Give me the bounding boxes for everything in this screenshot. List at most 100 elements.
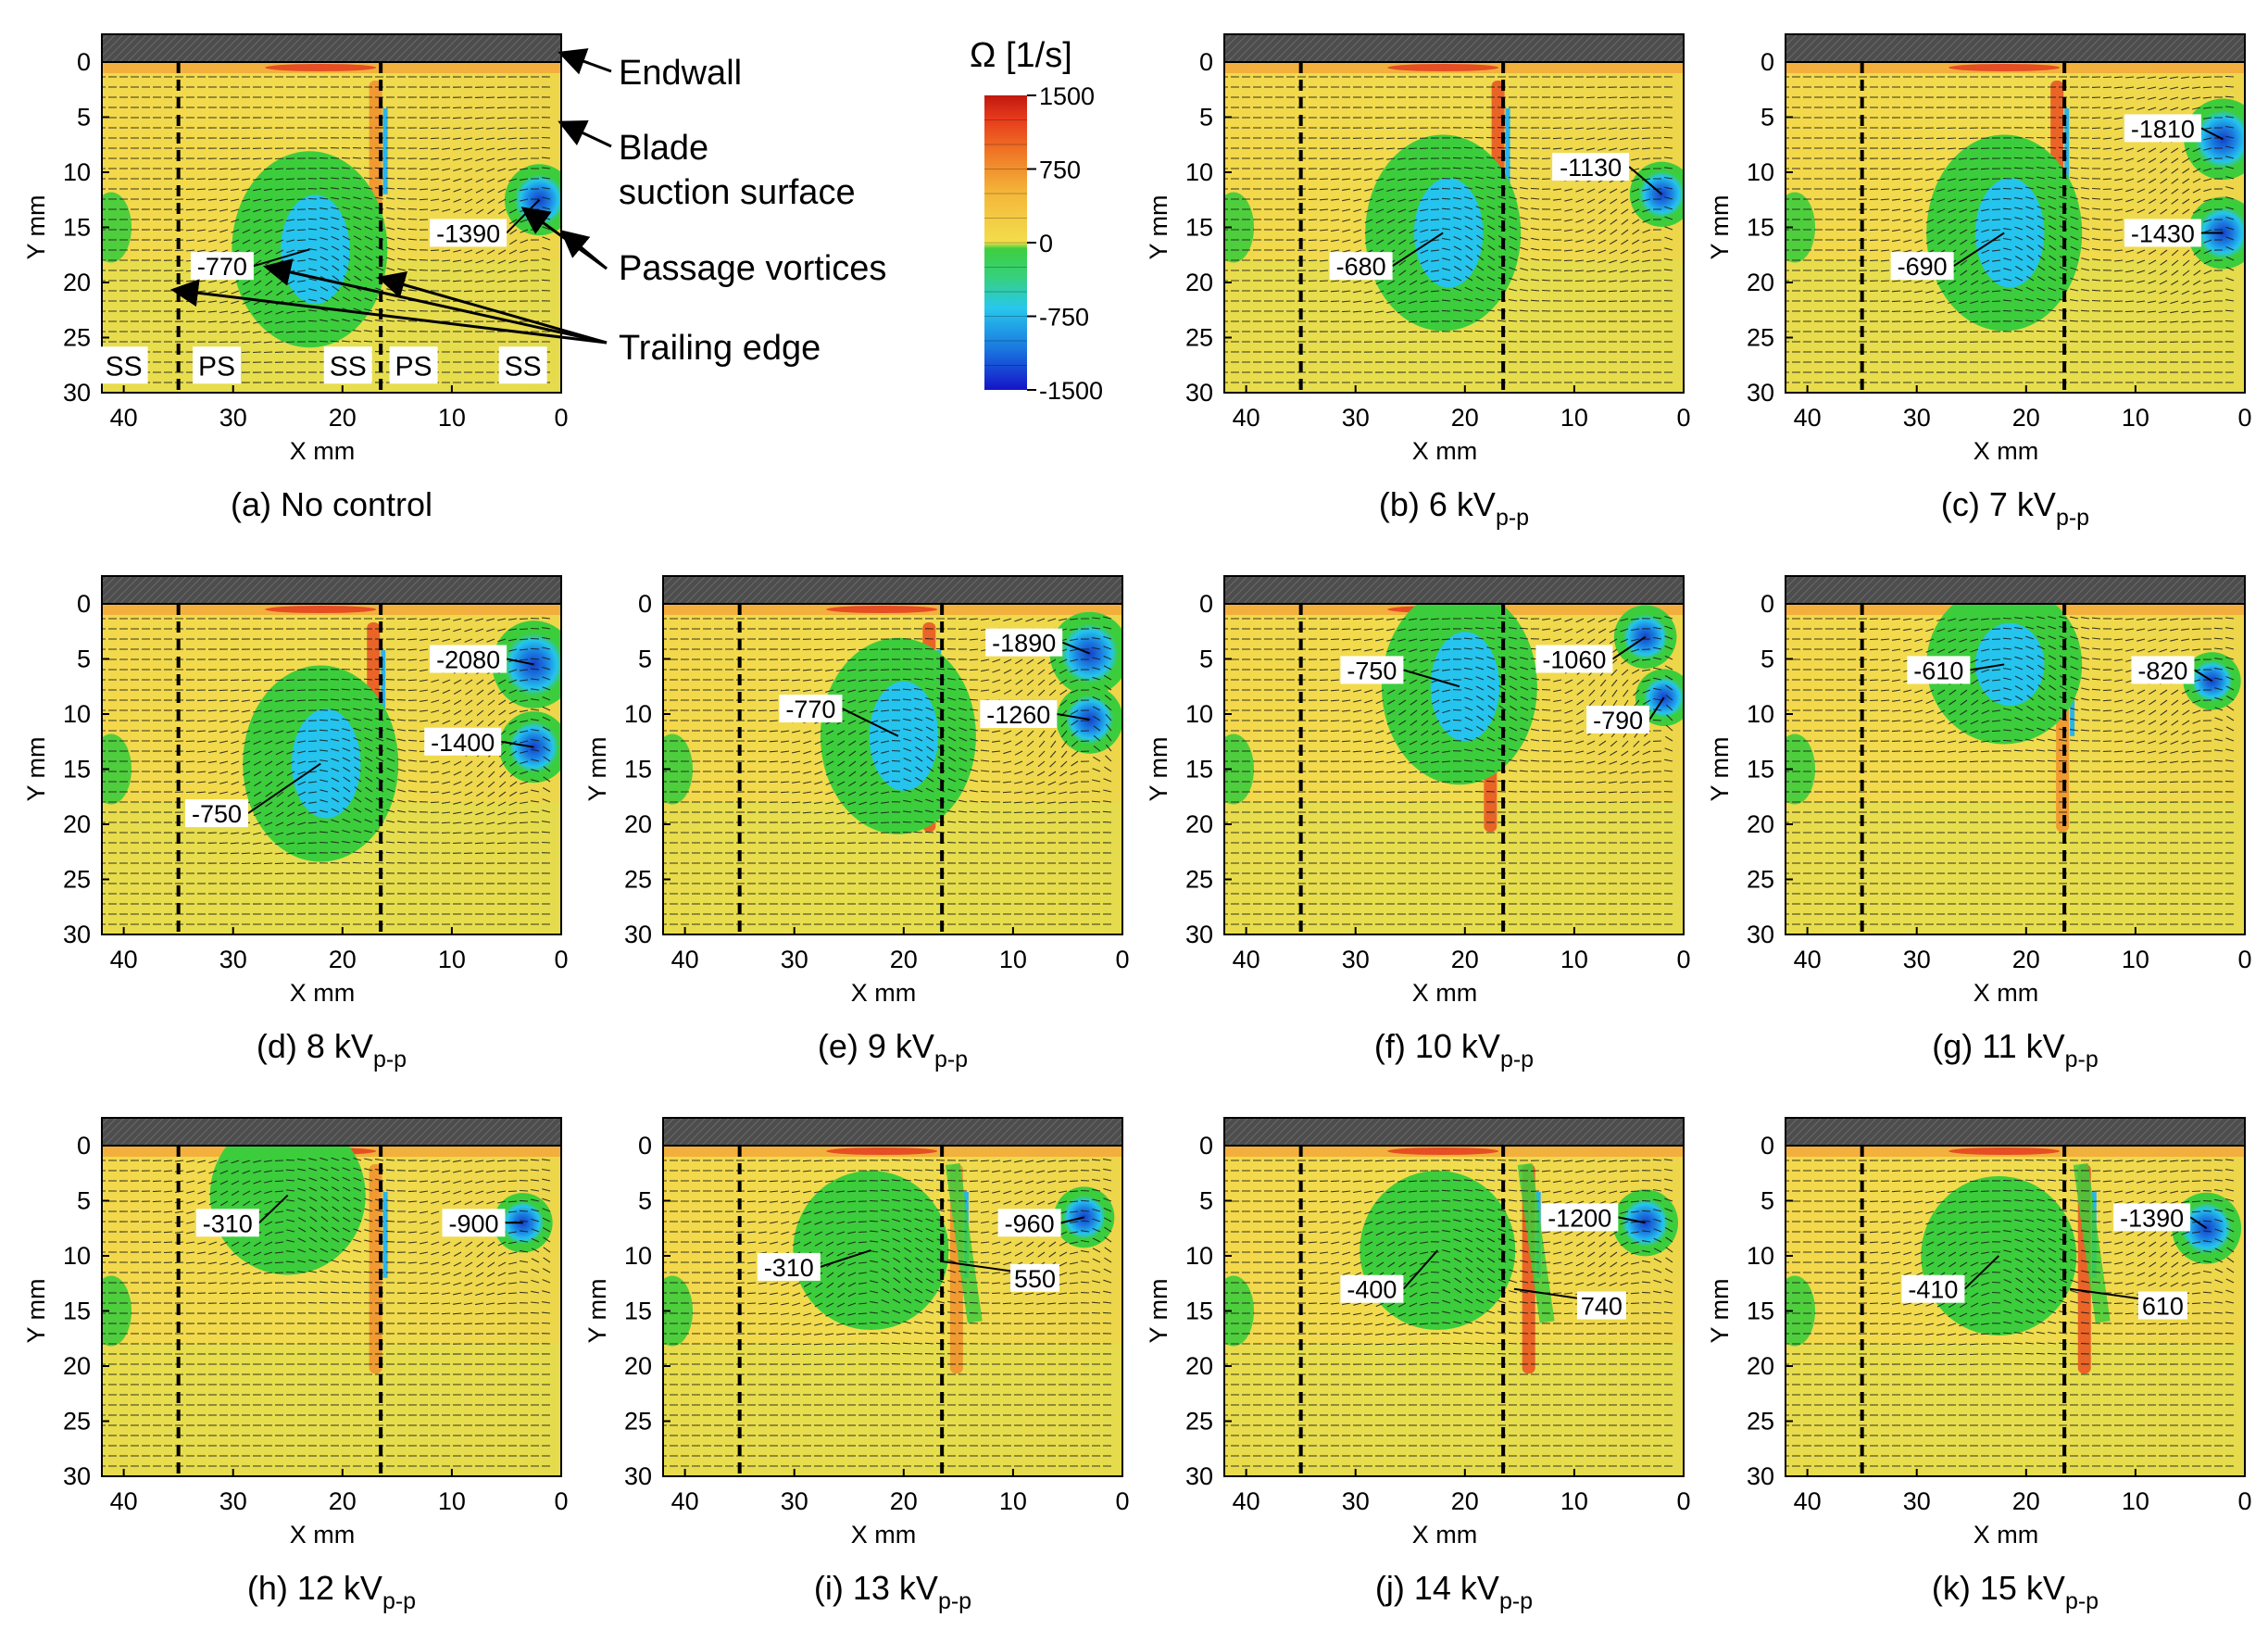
colorbar: Ω [1/s] 1500 750 0 -750 -1500 xyxy=(970,36,1103,405)
panel-i: 40 30 20 10 0 0 5 10 15 20 25 30 X mm Y mm -310 -960 550… xyxy=(583,1117,1130,1614)
value-label-leader xyxy=(2200,127,2224,141)
y-axis-label: Y mm xyxy=(22,736,50,801)
x-tick-label: 10 xyxy=(999,946,1027,973)
y-tick-label: 30 xyxy=(1747,921,1774,948)
value-label-box xyxy=(1329,252,1393,281)
value-label: -2080 xyxy=(436,646,500,674)
annotation-arrow xyxy=(263,258,608,345)
endwall-bar xyxy=(1223,33,1685,63)
value-label: -750 xyxy=(1347,657,1397,684)
edge-vortex xyxy=(102,1275,132,1347)
value-label-box xyxy=(430,645,507,673)
value-label-box xyxy=(2137,1291,2187,1320)
endwall-peak xyxy=(265,64,377,71)
value-label-leader xyxy=(2189,1216,2208,1230)
x-tick-label: 40 xyxy=(671,1487,699,1515)
annotation-passage-vortices: Passage vortices xyxy=(619,249,886,288)
edge-vortex xyxy=(663,734,693,805)
y-tick-label: 20 xyxy=(1747,269,1774,296)
y-tick-label: 20 xyxy=(63,269,91,296)
x-tick-label: 30 xyxy=(1903,946,1931,973)
y-tick-label: 10 xyxy=(63,700,91,728)
x-axis-label: X mm xyxy=(290,979,356,1007)
colorbar-tick-label: 0 xyxy=(1039,230,1053,257)
vortex-core xyxy=(492,621,561,708)
x-tick-label: 40 xyxy=(110,1487,138,1515)
value-label-leader xyxy=(506,658,534,666)
value-label-leader xyxy=(1953,232,2005,267)
endwall-bar xyxy=(662,575,1123,605)
value-label-leader xyxy=(820,1249,871,1268)
y-tick-label: 20 xyxy=(1747,810,1774,838)
value-label-box xyxy=(442,1209,506,1237)
value-label-box xyxy=(779,695,843,723)
region-label: SS xyxy=(106,351,143,382)
colorbar-tick-label: 750 xyxy=(1039,157,1081,184)
y-tick-label: 25 xyxy=(1747,324,1774,352)
endwall-bar xyxy=(1223,1117,1685,1147)
panel-h: 40 30 20 10 0 0 5 10 15 20 25 30 X mm Y mm -310 -900 (h)… xyxy=(22,1117,569,1614)
y-tick-label: 25 xyxy=(63,866,91,894)
y-tick-label: 15 xyxy=(1747,1298,1774,1325)
x-tick-label: 0 xyxy=(554,1487,568,1515)
value-label: -610 xyxy=(1913,657,1963,684)
y-tick-label: 0 xyxy=(77,1132,91,1160)
x-tick-label: 40 xyxy=(110,404,138,432)
value-label-leader xyxy=(1963,1255,1999,1290)
value-label-box xyxy=(1340,1274,1404,1303)
x-tick-label: 30 xyxy=(219,946,247,973)
y-tick-label: 0 xyxy=(77,590,91,618)
value-label: -900 xyxy=(449,1210,499,1237)
y-tick-label: 10 xyxy=(1185,1242,1213,1270)
value-label: -1810 xyxy=(2131,115,2195,143)
value-label: -1390 xyxy=(436,219,500,247)
y-tick-label: 30 xyxy=(63,1462,91,1490)
y-tick-label: 5 xyxy=(1761,104,1774,132)
edge-vortex xyxy=(102,734,132,805)
y-tick-label: 25 xyxy=(1747,866,1774,894)
x-tick-label: 20 xyxy=(1451,1487,1479,1515)
y-tick-label: 15 xyxy=(1185,214,1213,242)
y-tick-label: 10 xyxy=(1185,158,1213,186)
endwall-peak xyxy=(1948,1147,2061,1155)
panel-b: 40 30 20 10 0 0 5 10 15 20 25 30 X mm Y mm -680 -1130 (b… xyxy=(1145,33,1691,531)
x-tick-label: 0 xyxy=(2237,1487,2251,1515)
value-label-leader xyxy=(1057,713,1090,721)
panel-j: 40 30 20 10 0 0 5 10 15 20 25 30 X mm Y mm -400 -1200 74… xyxy=(1145,1117,1691,1614)
y-tick-label: 25 xyxy=(63,324,91,352)
edge-vortex xyxy=(1786,734,1815,805)
positive-vorticity-streak xyxy=(369,1164,382,1374)
negative-vorticity-streak xyxy=(381,650,386,736)
x-tick-label: 20 xyxy=(2012,1487,2040,1515)
vortex-core xyxy=(869,681,939,791)
y-tick-label: 30 xyxy=(1185,921,1213,948)
annotation-blade-suction-surface: suction surface xyxy=(619,173,856,212)
x-tick-label: 30 xyxy=(1342,946,1370,973)
vortex-core xyxy=(498,711,561,784)
value-label: -960 xyxy=(1005,1210,1055,1237)
value-label-leader xyxy=(1628,166,1663,195)
panel-c: 40 30 20 10 0 0 5 10 15 20 25 30 X mm Y mm -690 -1810 -1… xyxy=(1706,33,2252,531)
value-label-box xyxy=(2124,219,2201,247)
value-label: -310 xyxy=(203,1210,253,1237)
y-tick-label: 20 xyxy=(1185,269,1213,296)
value-label-leader xyxy=(841,708,899,737)
value-label: 610 xyxy=(2142,1293,2184,1321)
value-label: -400 xyxy=(1347,1276,1397,1304)
y-tick-label: 15 xyxy=(63,1298,91,1325)
y-tick-label: 30 xyxy=(624,1462,652,1490)
value-label: -1200 xyxy=(1548,1204,1611,1232)
value-label-box xyxy=(1541,1203,1619,1232)
x-axis-label: X mm xyxy=(1412,1521,1478,1548)
panel-caption: (d) 8 kVp-p xyxy=(257,1027,407,1072)
colorbar-title: Ω [1/s] xyxy=(970,36,1072,75)
region-label: SS xyxy=(330,351,367,382)
y-tick-label: 25 xyxy=(1747,1408,1774,1436)
x-tick-label: 10 xyxy=(2122,1487,2149,1515)
endwall-bar xyxy=(1223,575,1685,605)
endwall-peak xyxy=(1387,64,1499,71)
y-tick-label: 5 xyxy=(638,1187,652,1215)
annotation-arrow xyxy=(559,230,608,270)
value-label-leader xyxy=(1618,1216,1646,1224)
x-tick-label: 0 xyxy=(554,946,568,973)
